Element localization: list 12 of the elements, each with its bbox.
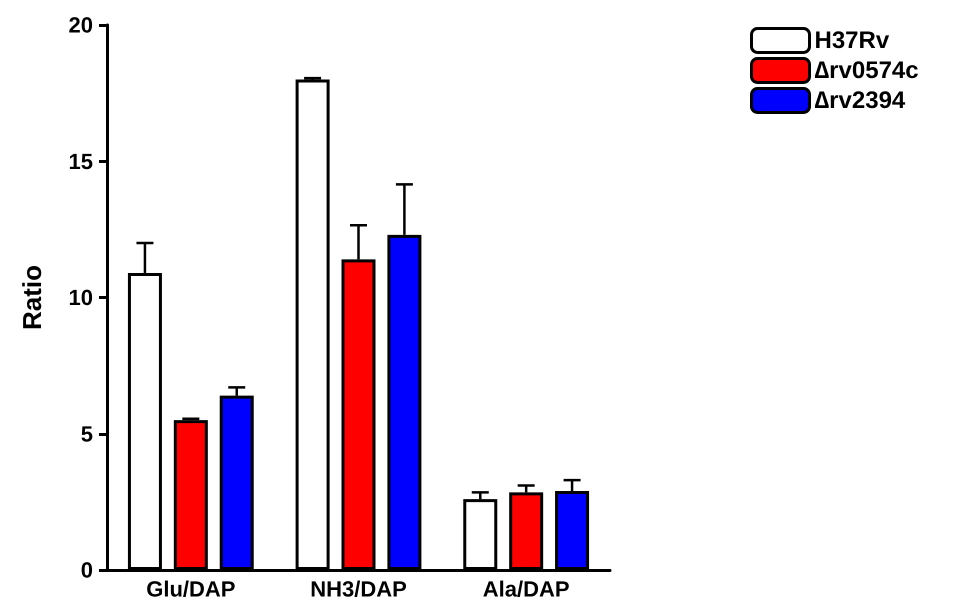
legend-label: ∆rv0574c <box>814 57 919 84</box>
y-axis-title: Ratio <box>17 265 47 330</box>
legend-label: ∆rv2394 <box>814 87 906 114</box>
y-tick-label: 15 <box>68 148 93 174</box>
x-tick-label: NH3/DAP <box>310 576 407 602</box>
x-tick-label: Ala/DAP <box>482 576 570 602</box>
x-tick-label: Glu/DAP <box>146 576 236 602</box>
y-tick-label: 10 <box>68 285 93 310</box>
y-tick-label: 0 <box>80 558 93 582</box>
y-tick-label: 5 <box>80 421 93 446</box>
y-tick-label: 20 <box>68 12 93 38</box>
legend-label: H37Rv <box>814 27 890 54</box>
